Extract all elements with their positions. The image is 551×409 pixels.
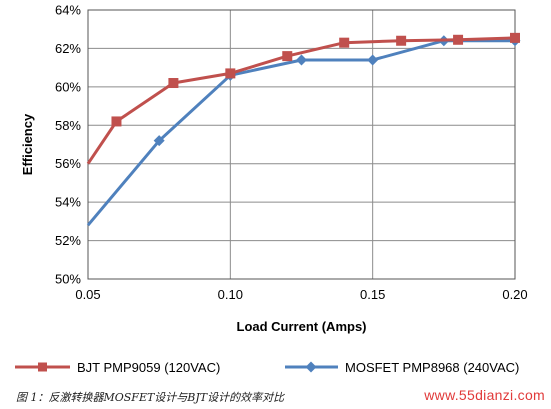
x-tick-label: 0.20 <box>502 287 527 302</box>
y-axis-tick-labels: 50% 52% 54% 56% 58% 60% 62% 64% <box>55 3 81 287</box>
data-point-square <box>168 78 179 89</box>
caption-bar: 图 1：反激转换器MOSFET设计与BJT设计的效率对比 www.55dianz… <box>0 384 551 409</box>
y-axis-title: Efficiency <box>20 113 35 175</box>
watermark: www.55dianzi.com <box>424 387 545 403</box>
x-tick-label: 0.10 <box>218 287 243 302</box>
y-tick-label: 56% <box>55 156 81 171</box>
data-point-diamond <box>153 135 165 147</box>
legend-label-bjt: BJT PMP9059 (120VAC) <box>77 360 220 375</box>
x-axis-tick-labels: 0.05 0.10 0.15 0.20 <box>75 287 527 302</box>
data-point-square <box>111 116 122 127</box>
x-tick-label: 0.05 <box>75 287 100 302</box>
series-diamond <box>86 35 521 227</box>
y-tick-label: 64% <box>55 3 81 18</box>
plot-area-frame <box>87 9 516 280</box>
figure-caption: 图 1：反激转换器MOSFET设计与BJT设计的效率对比 <box>16 391 285 404</box>
legend-label-mosfet: MOSFET PMP8968 (240VAC) <box>345 360 519 375</box>
series-layer <box>86 32 521 227</box>
legend-diamond-marker <box>305 361 317 373</box>
y-tick-label: 58% <box>55 118 81 133</box>
data-point-square <box>339 37 350 48</box>
data-point-square <box>453 34 464 45</box>
data-point-square <box>510 32 520 43</box>
legend-entry-bjt: BJT PMP9059 (120VAC) <box>15 360 220 375</box>
grid-lines <box>87 9 516 280</box>
series-square <box>86 32 520 165</box>
y-tick-label: 50% <box>55 272 81 287</box>
efficiency-chart: 50% 52% 54% 56% 58% 60% 62% 64% 0.05 0.10 0.15 0.2… <box>15 3 528 375</box>
data-point-diamond <box>367 54 379 66</box>
data-point-square <box>225 68 236 79</box>
data-point-square <box>396 35 407 46</box>
y-tick-label: 54% <box>55 195 81 210</box>
x-axis-title: Load Current (Amps) <box>237 319 367 334</box>
x-tick-label: 0.15 <box>360 287 385 302</box>
data-point-diamond <box>296 54 307 66</box>
legend: BJT PMP9059 (120VAC) MOSFET PMP8968 (240… <box>15 360 519 375</box>
legend-entry-mosfet: MOSFET PMP8968 (240VAC) <box>285 360 519 375</box>
y-tick-label: 60% <box>55 79 81 94</box>
data-point-square <box>282 51 293 62</box>
y-tick-label: 62% <box>55 41 81 56</box>
series-line <box>86 39 515 227</box>
y-tick-label: 52% <box>55 233 81 248</box>
legend-square-marker <box>38 362 47 372</box>
